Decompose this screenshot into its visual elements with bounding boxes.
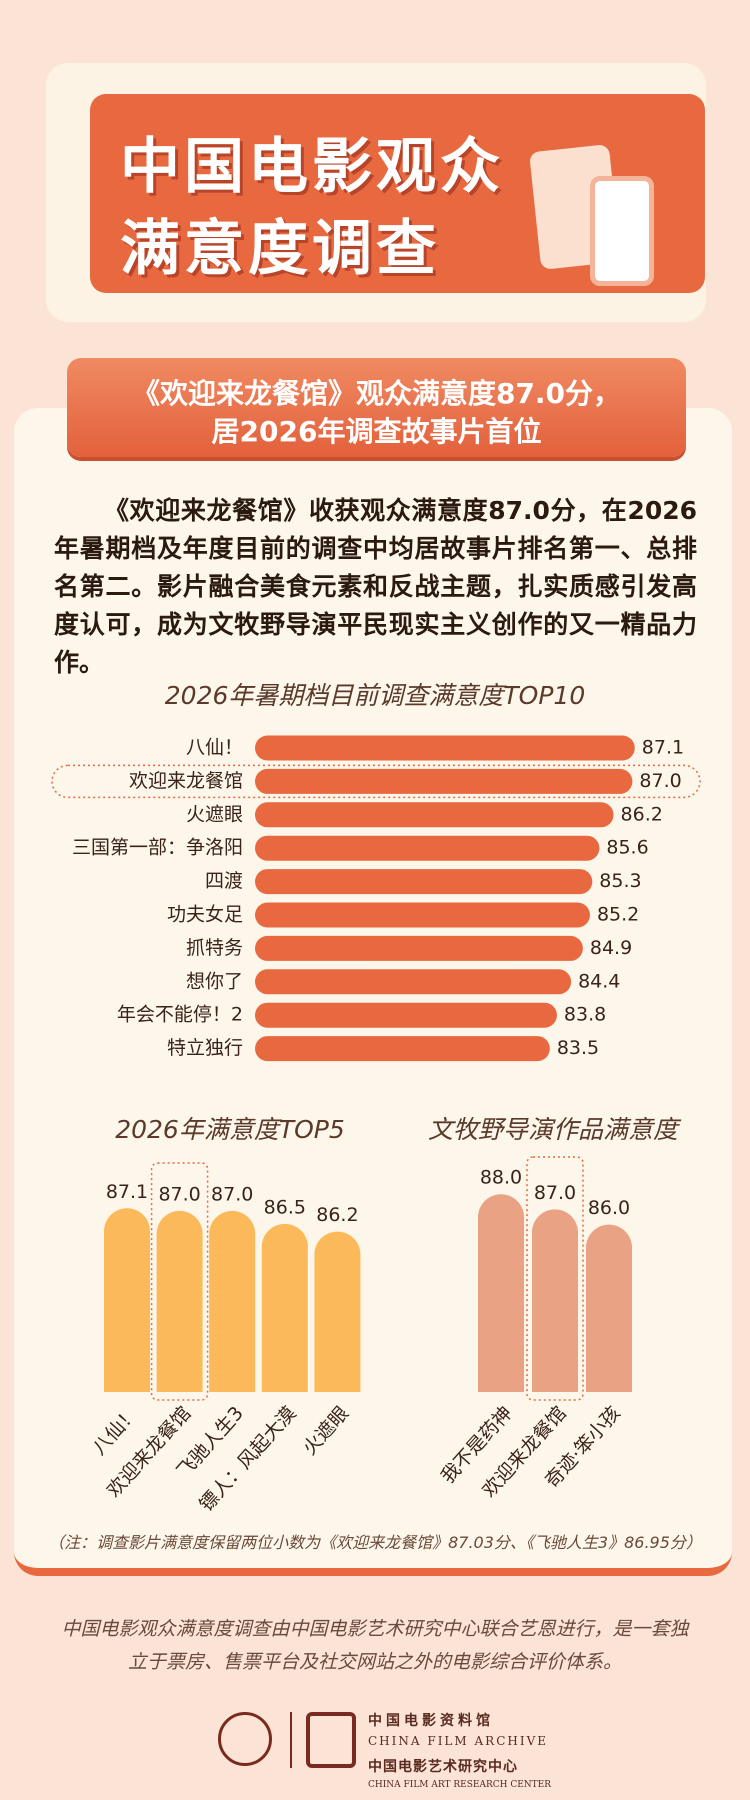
- value-label: 87.1: [642, 737, 684, 759]
- bar: [255, 869, 593, 895]
- chart-title: 文牧野导演作品满意度: [428, 1115, 682, 1144]
- bar: [255, 1002, 557, 1028]
- category-label: 抓特务: [186, 937, 243, 959]
- value-label: 84.9: [590, 937, 632, 959]
- value-label: 87.0: [534, 1182, 576, 1204]
- category-label: 想你了: [186, 970, 243, 992]
- bar: [586, 1224, 632, 1392]
- bar: [104, 1208, 150, 1392]
- value-label: 87.0: [158, 1183, 200, 1205]
- value-label: 84.4: [578, 970, 620, 992]
- headline-banner: [67, 358, 686, 457]
- title-line: 中国电影观众: [120, 132, 504, 202]
- bar: [261, 1223, 308, 1392]
- value-label: 85.6: [606, 837, 648, 859]
- value-label: 86.0: [588, 1197, 630, 1219]
- org-name: 中国电影资料馆: [368, 1713, 494, 1729]
- bar: [255, 735, 635, 761]
- logo: [306, 1712, 356, 1768]
- logo: [218, 1712, 272, 1766]
- category-label: 镖人：风起大漠: [195, 1402, 300, 1516]
- highlight-frame: [526, 1156, 584, 1401]
- bar: [478, 1194, 524, 1392]
- headline-line: 居2026年调查故事片首位: [211, 415, 542, 448]
- value-label: 87.0: [639, 770, 681, 792]
- value-label: 87.0: [211, 1183, 253, 1205]
- highlight-frame: [150, 1162, 209, 1401]
- highlight-frame: [51, 764, 701, 799]
- bar: [255, 768, 633, 794]
- category-label: 年会不能停！2: [117, 1004, 243, 1026]
- value-label: 87.1: [106, 1181, 148, 1203]
- headline-line: 《欢迎来龙餐馆》观众满意度87.0分，: [131, 377, 622, 410]
- footer-line: 立于票房、售票平台及社交网站之外的电影综合评价体系。: [127, 1651, 622, 1673]
- category-label: 特立独行: [167, 1037, 243, 1059]
- value-label: 83.8: [564, 1004, 606, 1026]
- category-label: 八仙！: [186, 737, 243, 759]
- org-name: CHINA FILM ART RESEARCH CENTER: [368, 1780, 551, 1790]
- value-label: 85.2: [597, 904, 639, 926]
- category-label: 四渡: [205, 870, 243, 892]
- bar: [255, 969, 572, 995]
- phone-icon: [590, 176, 654, 286]
- category-label: 火遮眼: [186, 803, 243, 825]
- bar: [255, 1036, 550, 1062]
- bar: [156, 1210, 203, 1392]
- bar: [255, 935, 583, 961]
- title-line: 满意度调查: [120, 214, 440, 284]
- value-label: 86.5: [264, 1196, 306, 1218]
- bar: [209, 1210, 256, 1392]
- chart-title: 2026年满意度TOP5: [115, 1115, 345, 1144]
- value-label: 86.2: [621, 803, 663, 825]
- footer-line: 中国电影观众满意度调查由中国电影艺术研究中心联合艺恩进行，是一套独: [61, 1618, 689, 1640]
- value-label: 83.5: [557, 1037, 599, 1059]
- bar: [255, 835, 600, 861]
- value-label: 88.0: [480, 1167, 522, 1189]
- value-label: 85.3: [599, 870, 641, 892]
- bar: [532, 1209, 578, 1392]
- paragraph: 《欢迎来龙餐馆》收获观众满意度87.0分，在2026年暑期档及年度目前的调查中均…: [54, 496, 697, 677]
- bar: [255, 902, 590, 928]
- chart-title: 2026年暑期档目前调查满意度TOP10: [165, 681, 585, 710]
- org-name: 中国电影艺术研究中心: [368, 1759, 518, 1775]
- note: （注：调查影片满意度保留两位小数为《欢迎来龙餐馆》87.03分、《飞驰人生3》8…: [48, 1533, 702, 1552]
- divider: [290, 1712, 292, 1768]
- category-label: 欢迎来龙餐馆: [129, 770, 243, 792]
- bar: [314, 1231, 361, 1392]
- bar: [255, 802, 614, 828]
- category-label: 三国第一部：争洛阳: [72, 837, 243, 859]
- category-label: 火遮眼: [299, 1402, 354, 1459]
- category-label: 功夫女足: [167, 904, 243, 926]
- value-label: 86.2: [316, 1204, 358, 1226]
- org-name: CHINA FILM ARCHIVE: [368, 1734, 549, 1748]
